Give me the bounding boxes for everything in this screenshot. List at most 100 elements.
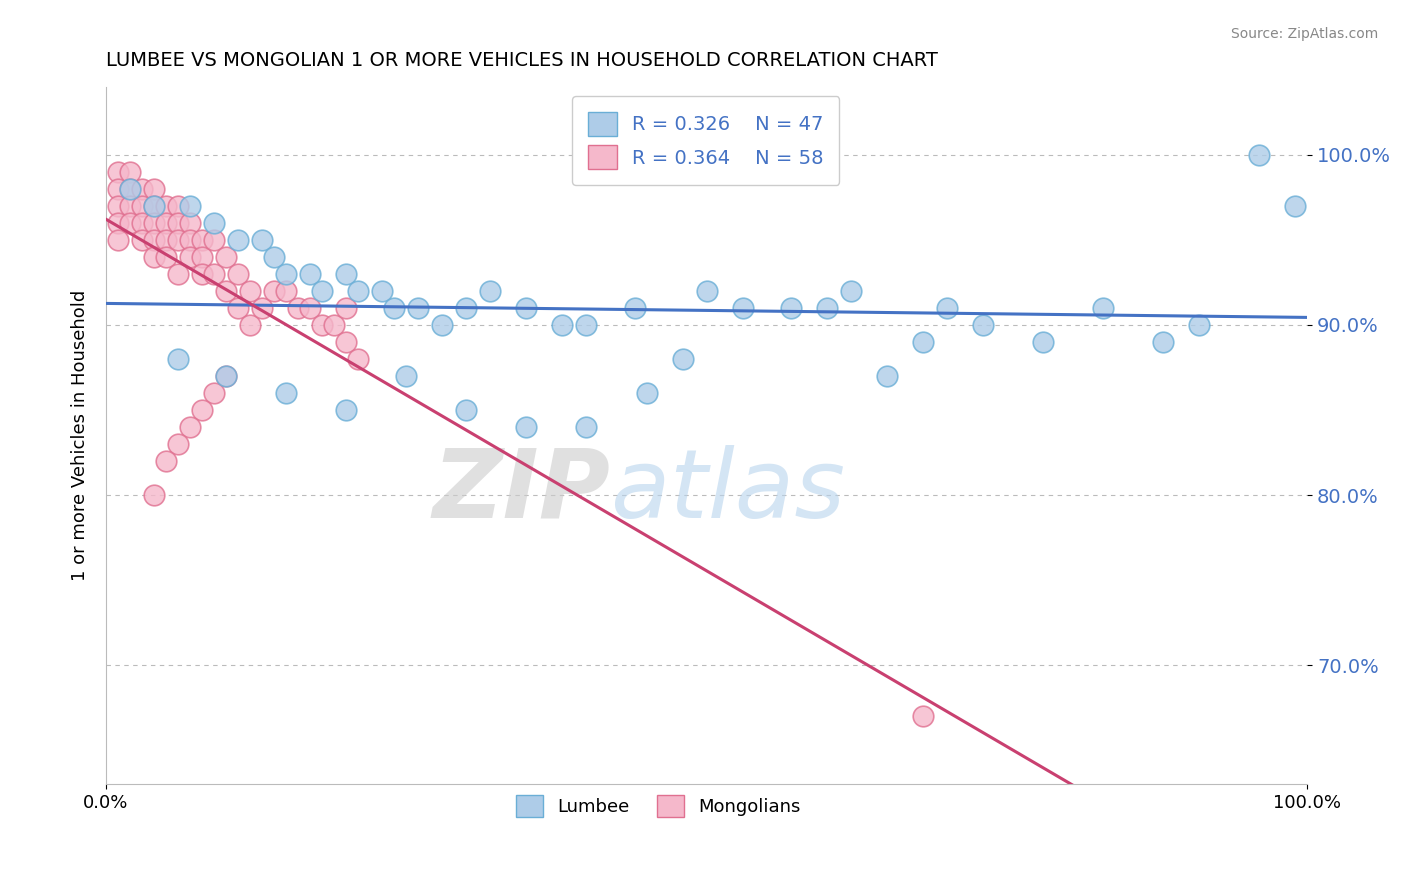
- Point: [179, 420, 201, 434]
- Point: [131, 216, 153, 230]
- Point: [226, 267, 249, 281]
- Point: [311, 284, 333, 298]
- Point: [155, 216, 177, 230]
- Point: [515, 420, 537, 434]
- Point: [636, 385, 658, 400]
- Point: [935, 301, 957, 315]
- Text: Source: ZipAtlas.com: Source: ZipAtlas.com: [1230, 27, 1378, 41]
- Point: [107, 233, 129, 247]
- Point: [250, 233, 273, 247]
- Text: atlas: atlas: [610, 445, 845, 538]
- Point: [131, 199, 153, 213]
- Point: [1152, 334, 1174, 349]
- Point: [179, 233, 201, 247]
- Legend: Lumbee, Mongolians: Lumbee, Mongolians: [509, 788, 808, 824]
- Point: [155, 454, 177, 468]
- Point: [202, 216, 225, 230]
- Point: [911, 709, 934, 723]
- Y-axis label: 1 or more Vehicles in Household: 1 or more Vehicles in Household: [72, 290, 89, 581]
- Point: [1284, 199, 1306, 213]
- Point: [274, 284, 297, 298]
- Point: [118, 216, 141, 230]
- Point: [515, 301, 537, 315]
- Point: [263, 250, 285, 264]
- Point: [1032, 334, 1054, 349]
- Point: [215, 250, 238, 264]
- Point: [335, 403, 357, 417]
- Point: [191, 233, 214, 247]
- Point: [371, 284, 394, 298]
- Point: [143, 199, 166, 213]
- Point: [179, 216, 201, 230]
- Point: [623, 301, 645, 315]
- Point: [575, 420, 598, 434]
- Point: [1092, 301, 1115, 315]
- Point: [335, 301, 357, 315]
- Point: [118, 181, 141, 195]
- Point: [347, 351, 370, 366]
- Point: [335, 267, 357, 281]
- Point: [456, 403, 478, 417]
- Point: [143, 488, 166, 502]
- Point: [107, 181, 129, 195]
- Point: [191, 267, 214, 281]
- Point: [118, 164, 141, 178]
- Point: [155, 233, 177, 247]
- Point: [731, 301, 754, 315]
- Point: [456, 301, 478, 315]
- Point: [143, 199, 166, 213]
- Point: [107, 216, 129, 230]
- Point: [131, 181, 153, 195]
- Point: [696, 284, 718, 298]
- Text: LUMBEE VS MONGOLIAN 1 OR MORE VEHICLES IN HOUSEHOLD CORRELATION CHART: LUMBEE VS MONGOLIAN 1 OR MORE VEHICLES I…: [105, 51, 938, 70]
- Point: [239, 284, 262, 298]
- Point: [167, 199, 190, 213]
- Point: [815, 301, 838, 315]
- Point: [839, 284, 862, 298]
- Point: [311, 318, 333, 332]
- Point: [155, 199, 177, 213]
- Point: [239, 318, 262, 332]
- Point: [167, 233, 190, 247]
- Point: [167, 267, 190, 281]
- Point: [432, 318, 454, 332]
- Point: [299, 267, 322, 281]
- Point: [972, 318, 994, 332]
- Point: [250, 301, 273, 315]
- Point: [215, 284, 238, 298]
- Point: [215, 368, 238, 383]
- Point: [226, 233, 249, 247]
- Point: [215, 368, 238, 383]
- Point: [202, 233, 225, 247]
- Point: [263, 284, 285, 298]
- Point: [479, 284, 502, 298]
- Point: [143, 250, 166, 264]
- Point: [1188, 318, 1211, 332]
- Point: [287, 301, 309, 315]
- Point: [323, 318, 346, 332]
- Point: [335, 334, 357, 349]
- Point: [1249, 147, 1271, 161]
- Point: [179, 199, 201, 213]
- Point: [143, 181, 166, 195]
- Point: [143, 233, 166, 247]
- Point: [274, 385, 297, 400]
- Point: [107, 199, 129, 213]
- Point: [191, 403, 214, 417]
- Point: [167, 437, 190, 451]
- Point: [876, 368, 898, 383]
- Point: [382, 301, 405, 315]
- Point: [155, 250, 177, 264]
- Point: [395, 368, 418, 383]
- Point: [143, 216, 166, 230]
- Point: [406, 301, 429, 315]
- Point: [191, 250, 214, 264]
- Point: [131, 233, 153, 247]
- Point: [299, 301, 322, 315]
- Point: [202, 267, 225, 281]
- Point: [779, 301, 801, 315]
- Text: ZIP: ZIP: [433, 445, 610, 538]
- Point: [226, 301, 249, 315]
- Point: [118, 181, 141, 195]
- Point: [107, 164, 129, 178]
